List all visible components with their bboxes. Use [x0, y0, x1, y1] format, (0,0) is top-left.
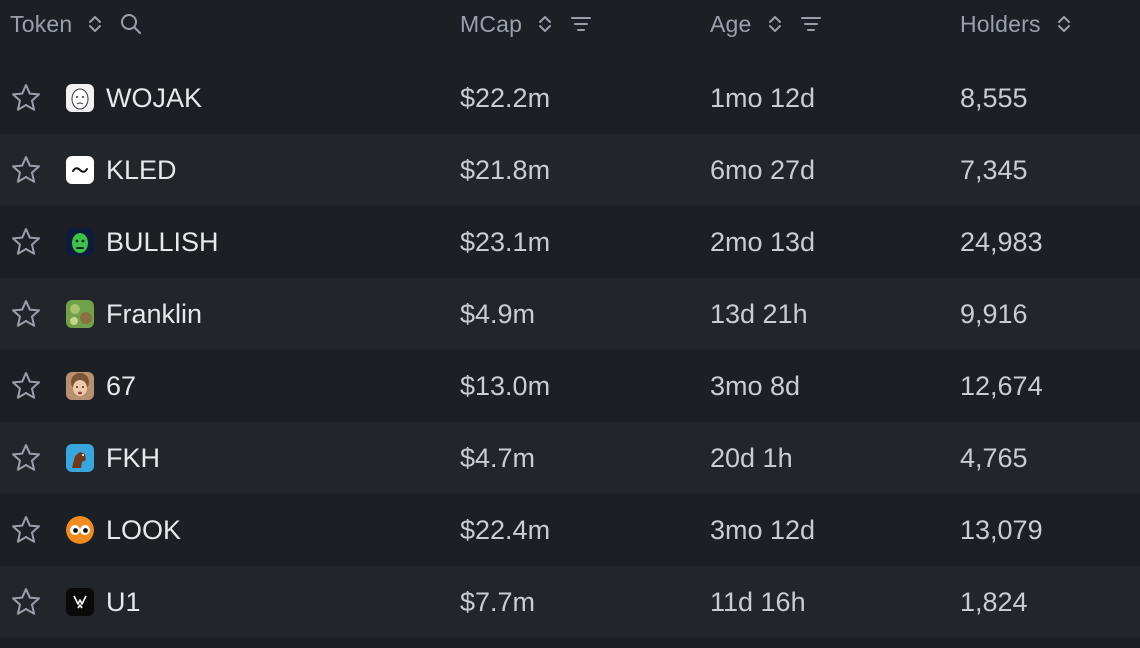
- star-icon[interactable]: [10, 442, 42, 474]
- token-name[interactable]: WOJAK: [106, 83, 203, 113]
- star-icon[interactable]: [10, 514, 42, 546]
- header-token-label: Token: [10, 10, 73, 37]
- table-row[interactable]: Franklin $4.9m 13d 21h 9,916: [0, 278, 1140, 350]
- token-name[interactable]: Franklin: [106, 299, 203, 329]
- token-age: 13d 21h: [710, 299, 808, 329]
- table-row[interactable]: WOJAK $22.2m 1mo 12d 8,555: [0, 62, 1140, 134]
- token-mcap: $4.7m: [460, 443, 536, 473]
- header-mcap: MCap: [460, 9, 610, 39]
- table-row[interactable]: LOOK $22.4m 3mo 12d 13,079: [0, 494, 1140, 566]
- token-age: 3mo 8d: [710, 371, 801, 401]
- filter-icon[interactable]: [800, 15, 822, 33]
- table-header: Token MCap Age: [0, 0, 1140, 48]
- header-age: Age: [710, 9, 840, 39]
- token-holders: 4,765: [960, 443, 1028, 473]
- franklin-icon: [66, 300, 94, 328]
- star-icon[interactable]: [10, 586, 42, 618]
- sort-icon[interactable]: [88, 14, 102, 34]
- token-holders: 13,079: [960, 515, 1043, 545]
- star-icon[interactable]: [10, 298, 42, 330]
- table-row[interactable]: U1 $7.7m 11d 16h 1,824: [0, 566, 1140, 638]
- filter-icon[interactable]: [570, 15, 592, 33]
- star-icon[interactable]: [10, 370, 42, 402]
- sort-icon[interactable]: [538, 14, 552, 34]
- star-icon[interactable]: [10, 82, 42, 114]
- token-age: 11d 16h: [710, 587, 806, 617]
- fkh-horse-icon: [66, 444, 94, 472]
- token-name[interactable]: KLED: [106, 155, 177, 185]
- token-name[interactable]: LOOK: [106, 515, 182, 545]
- token-mcap: $21.8m: [460, 155, 551, 185]
- token-holders: 8,555: [960, 83, 1028, 113]
- kid-face-icon: [66, 372, 94, 400]
- token-age: 6mo 27d: [710, 155, 816, 185]
- header-holders-label: Holders: [960, 10, 1041, 37]
- sort-icon[interactable]: [768, 14, 782, 34]
- token-mcap: $22.4m: [460, 515, 551, 545]
- token-mcap: $13.0m: [460, 371, 551, 401]
- token-holders: 7,345: [960, 155, 1028, 185]
- u1-black-icon: [66, 588, 94, 616]
- token-age: 2mo 13d: [710, 227, 816, 257]
- header-token: Token: [10, 9, 160, 39]
- sort-icon[interactable]: [1057, 14, 1071, 34]
- table-row[interactable]: FKH $4.7m 20d 1h 4,765: [0, 422, 1140, 494]
- token-name[interactable]: BULLISH: [106, 227, 219, 257]
- header-holders: Holders: [960, 9, 1089, 39]
- table-row[interactable]: 67 $13.0m 3mo 8d 12,674: [0, 350, 1140, 422]
- token-holders: 9,916: [960, 299, 1028, 329]
- wojak-face-icon: [66, 84, 94, 112]
- kled-wave-icon: [66, 156, 94, 184]
- token-age: 20d 1h: [710, 443, 793, 473]
- token-name[interactable]: FKH: [106, 443, 160, 473]
- table-row[interactable]: KLED $21.8m 6mo 27d 7,345: [0, 134, 1140, 206]
- token-name[interactable]: U1: [106, 587, 141, 617]
- token-holders: 24,983: [960, 227, 1043, 257]
- token-holders: 1,824: [960, 587, 1028, 617]
- token-mcap: $22.2m: [460, 83, 551, 113]
- header-age-label: Age: [710, 10, 752, 37]
- star-icon[interactable]: [10, 226, 42, 258]
- header-mcap-label: MCap: [460, 10, 523, 37]
- table-row[interactable]: BULLISH $23.1m 2mo 13d 24,983: [0, 206, 1140, 278]
- token-mcap: $4.9m: [460, 299, 536, 329]
- star-icon[interactable]: [10, 154, 42, 186]
- search-icon[interactable]: [120, 13, 142, 35]
- look-eyes-icon: [66, 516, 94, 544]
- token-name[interactable]: 67: [106, 371, 137, 401]
- token-mcap: $7.7m: [460, 587, 536, 617]
- bullish-green-face-icon: [66, 228, 94, 256]
- token-age: 1mo 12d: [710, 83, 816, 113]
- token-age: 3mo 12d: [710, 515, 816, 545]
- token-holders: 12,674: [960, 371, 1043, 401]
- token-mcap: $23.1m: [460, 227, 551, 257]
